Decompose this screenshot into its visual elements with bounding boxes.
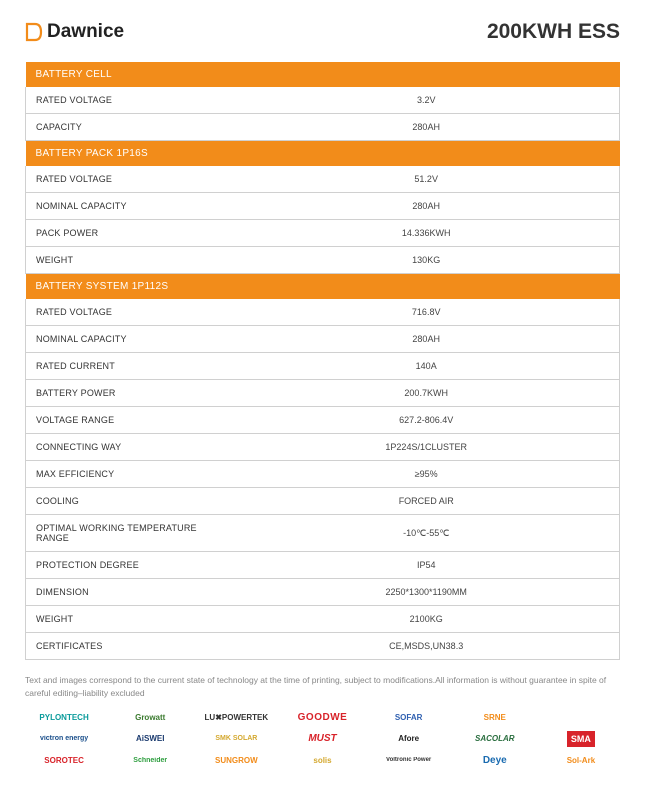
spec-value: IP54: [233, 552, 619, 579]
spec-table: BATTERY CELLRATED VOLTAGE3.2VCAPACITY280…: [25, 62, 620, 660]
spec-row: CERTIFICATESCE,MSDS,UN38.3: [26, 633, 620, 660]
spec-value: 716.8V: [233, 299, 619, 326]
spec-value: 3.2V: [233, 87, 619, 114]
partner-logo: Sol-Ark: [542, 756, 620, 765]
partner-logo: PYLONTECH: [25, 713, 103, 722]
spec-row: VOLTAGE RANGE627.2-806.4V: [26, 407, 620, 434]
spec-row: CONNECTING WAY1P224S/1CLUSTER: [26, 434, 620, 461]
partner-logo: Deye: [456, 755, 534, 766]
spec-value: 280AH: [233, 114, 619, 141]
spec-value: CE,MSDS,UN38.3: [233, 633, 619, 660]
spec-value: 627.2-806.4V: [233, 407, 619, 434]
spec-value: 51.2V: [233, 166, 619, 193]
spec-label: NOMINAL CAPACITY: [26, 193, 234, 220]
partner-logo: Schneider: [111, 757, 189, 764]
spec-row: CAPACITY280AH: [26, 114, 620, 141]
section-title: BATTERY CELL: [26, 62, 620, 87]
spec-value: 200.7KWH: [233, 380, 619, 407]
spec-row: PROTECTION DEGREEIP54: [26, 552, 620, 579]
spec-row: NOMINAL CAPACITY280AH: [26, 193, 620, 220]
spec-value: 2100KG: [233, 606, 619, 633]
spec-value: 14.336KWH: [233, 220, 619, 247]
partner-logo: SOROTEC: [25, 756, 103, 765]
spec-row: NOMINAL CAPACITY280AH: [26, 326, 620, 353]
spec-label: MAX EFFICIENCY: [26, 461, 234, 488]
partner-logo: victron energy: [25, 735, 103, 742]
partner-logo: SOFAR: [370, 713, 448, 722]
spec-value: 2250*1300*1190MM: [233, 579, 619, 606]
spec-label: OPTIMAL WORKING TEMPERATURE RANGE: [26, 515, 234, 552]
spec-label: NOMINAL CAPACITY: [26, 326, 234, 353]
spec-label: COOLING: [26, 488, 234, 515]
spec-row: RATED CURRENT140A: [26, 353, 620, 380]
page-header: Dawnice 200KWH ESS: [25, 20, 620, 44]
brand-icon: [25, 22, 43, 42]
partner-logo: MUST: [283, 733, 361, 744]
partner-logo: SMK SOLAR: [197, 735, 275, 742]
spec-label: RATED VOLTAGE: [26, 87, 234, 114]
spec-label: PROTECTION DEGREE: [26, 552, 234, 579]
spec-value: -10℃-55℃: [233, 515, 619, 552]
partner-logo: Growatt: [111, 713, 189, 722]
disclaimer-text: Text and images correspond to the curren…: [25, 674, 620, 700]
spec-value: 130KG: [233, 247, 619, 274]
partner-logos: PYLONTECH Growatt LU✖POWERTEK GOODWE SOFAR SR…: [25, 712, 620, 766]
spec-label: PACK POWER: [26, 220, 234, 247]
partner-logo: SMA: [567, 731, 595, 747]
spec-value: FORCED AIR: [233, 488, 619, 515]
partner-logo: GOODWE: [283, 712, 361, 723]
partner-logo: solis: [283, 756, 361, 765]
brand-logo: Dawnice: [25, 21, 124, 43]
product-title: 200KWH ESS: [487, 20, 620, 44]
section-header: BATTERY SYSTEM 1P112S: [26, 274, 620, 300]
spec-value: 280AH: [233, 193, 619, 220]
partner-logo: SACOLAR: [456, 734, 534, 743]
spec-row: OPTIMAL WORKING TEMPERATURE RANGE-10℃-55…: [26, 515, 620, 552]
partner-logo: AiSWEI: [111, 734, 189, 743]
spec-row: DIMENSION2250*1300*1190MM: [26, 579, 620, 606]
spec-label: RATED VOLTAGE: [26, 166, 234, 193]
spec-label: CONNECTING WAY: [26, 434, 234, 461]
spec-label: WEIGHT: [26, 606, 234, 633]
spec-label: CERTIFICATES: [26, 633, 234, 660]
spec-row: WEIGHT2100KG: [26, 606, 620, 633]
spec-value: 1P224S/1CLUSTER: [233, 434, 619, 461]
spec-row: WEIGHT130KG: [26, 247, 620, 274]
section-title: BATTERY SYSTEM 1P112S: [26, 274, 620, 300]
spec-row: RATED VOLTAGE716.8V: [26, 299, 620, 326]
spec-label: WEIGHT: [26, 247, 234, 274]
spec-value: ≥95%: [233, 461, 619, 488]
spec-row: RATED VOLTAGE3.2V: [26, 87, 620, 114]
partner-logo: LU✖POWERTEK: [197, 713, 275, 722]
partner-logo: SUNGROW: [197, 756, 275, 765]
spec-row: RATED VOLTAGE51.2V: [26, 166, 620, 193]
spec-label: BATTERY POWER: [26, 380, 234, 407]
section-header: BATTERY PACK 1P16S: [26, 141, 620, 167]
spec-value: 280AH: [233, 326, 619, 353]
spec-row: PACK POWER14.336KWH: [26, 220, 620, 247]
spec-label: RATED VOLTAGE: [26, 299, 234, 326]
partner-logo: Voltronic Power: [370, 757, 448, 763]
spec-label: VOLTAGE RANGE: [26, 407, 234, 434]
spec-label: DIMENSION: [26, 579, 234, 606]
brand-name: Dawnice: [47, 21, 124, 43]
spec-label: CAPACITY: [26, 114, 234, 141]
partner-logo: SRNE: [456, 713, 534, 722]
spec-row: MAX EFFICIENCY≥95%: [26, 461, 620, 488]
section-header: BATTERY CELL: [26, 62, 620, 87]
spec-row: BATTERY POWER200.7KWH: [26, 380, 620, 407]
spec-value: 140A: [233, 353, 619, 380]
partner-logo: Afore: [370, 734, 448, 743]
section-title: BATTERY PACK 1P16S: [26, 141, 620, 167]
spec-row: COOLINGFORCED AIR: [26, 488, 620, 515]
spec-label: RATED CURRENT: [26, 353, 234, 380]
